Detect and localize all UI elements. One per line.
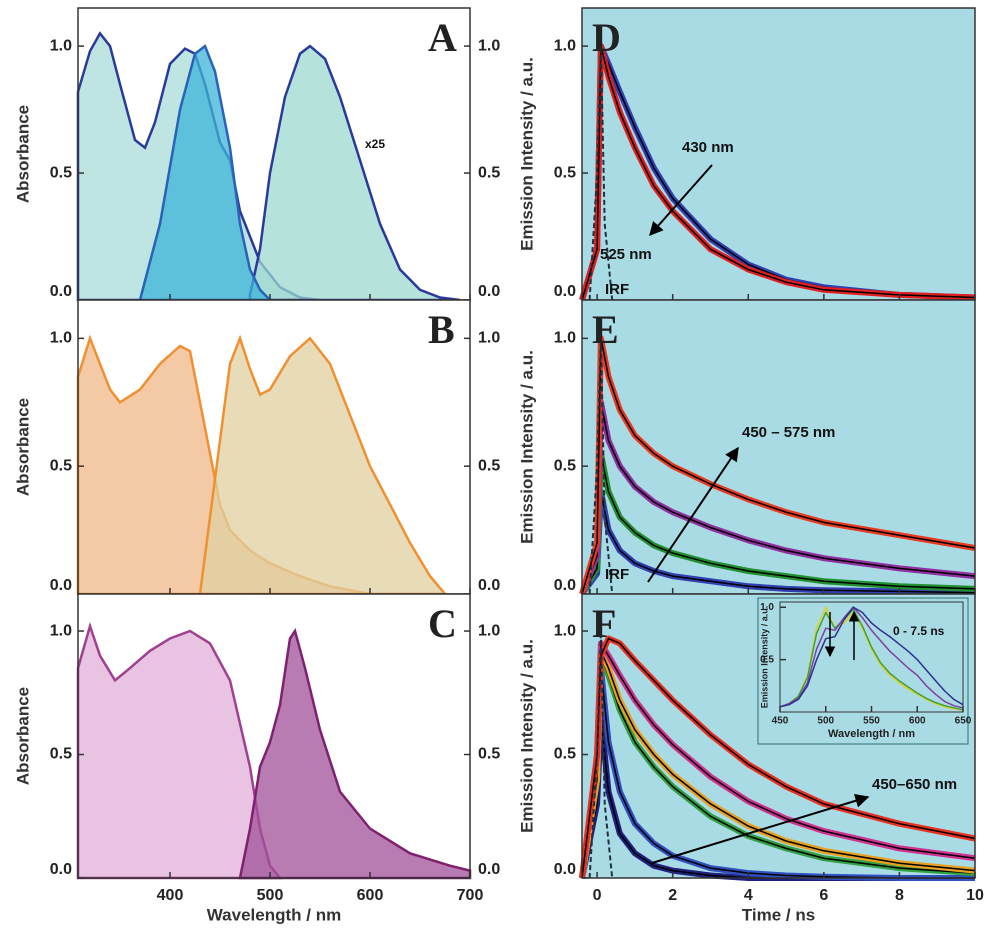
decay-line — [588, 45, 614, 301]
panel-letter: D — [592, 15, 621, 60]
y-tick-label: 1.0 — [50, 622, 72, 639]
y-tick-label: 0.5 — [760, 654, 774, 665]
x-tick-label: 500 — [257, 887, 284, 904]
x-tick-label: 500 — [817, 716, 834, 727]
annotation: x25 — [365, 137, 385, 151]
panel-letter: A — [428, 15, 457, 60]
area — [248, 44, 461, 302]
x-tick-label: 4 — [744, 887, 753, 904]
y-tick-label: 0.0 — [554, 577, 576, 594]
x-tick-label: 6 — [819, 887, 828, 904]
y2-tick-label: 0.0 — [478, 283, 500, 300]
arrow — [651, 793, 870, 864]
annotation: 450–650 nm — [872, 776, 957, 793]
annotation: 430 nm — [682, 139, 734, 156]
x-axis-label: Wavelength / nm — [828, 728, 915, 740]
annotation: IRF — [605, 281, 629, 298]
y-tick-label: 1.0 — [50, 330, 72, 347]
panel-letter: C — [428, 601, 457, 646]
panel-letter: F — [592, 601, 616, 646]
arrow — [649, 164, 713, 237]
panel: 0.0 0.5 1.0 0.0 0.5 1.0 A Absorbance x25 — [13, 7, 500, 302]
y2-tick-label: 1.0 — [478, 37, 500, 54]
x-tick-label: 600 — [357, 887, 384, 904]
y-axis-label: Emission Intensity / a.u. — [517, 57, 536, 251]
y-tick-label: 0.5 — [50, 746, 72, 763]
x-tick-label: 0 — [593, 887, 602, 904]
panel: 0.0 0.5 1.0 0.0 0.5 1.0 B Absorbance — [13, 299, 500, 596]
decay-line — [779, 606, 964, 709]
y2-tick-label: 0.5 — [478, 746, 500, 763]
x-tick-label: 8 — [895, 887, 904, 904]
x-axis-label: Time / ns — [742, 905, 815, 924]
fit-line — [581, 338, 976, 595]
x-tick-label: 600 — [909, 716, 926, 727]
fit-line — [581, 45, 976, 301]
decay-line — [588, 337, 614, 595]
plot-background — [757, 597, 969, 745]
decay-line — [779, 606, 964, 708]
panel-letter: E — [592, 307, 619, 352]
y-tick-label: 0.0 — [554, 861, 576, 878]
x-tick-label: 650 — [955, 716, 972, 727]
panel: 0.5 1.0 450 500 550 600 650 Emission Intensity … — [757, 597, 972, 745]
area — [138, 44, 273, 302]
panel: 0.0 0.5 1.0 D Emission Intensity / a.u. 430 n… — [517, 7, 976, 301]
y-tick-label: 1.0 — [760, 602, 774, 613]
x-axis-label: Wavelength / nm — [207, 905, 341, 924]
panel-letter: B — [428, 307, 455, 352]
y2-tick-label: 1.0 — [478, 622, 500, 639]
y-axis-label: Emission Intensity / a.u. — [759, 606, 769, 709]
fit-line — [581, 637, 976, 879]
y-tick-label: 1.0 — [554, 330, 576, 347]
y-tick-label: 1.0 — [554, 37, 576, 54]
y-tick-label: 0.0 — [50, 577, 72, 594]
y-tick-label: 0.5 — [554, 457, 576, 474]
annotation: 450 – 575 nm — [742, 424, 835, 441]
y-tick-label: 0.5 — [50, 457, 72, 474]
y-tick-label: 0.5 — [554, 164, 576, 181]
frame — [581, 593, 976, 879]
y2-tick-label: 0.5 — [478, 457, 500, 474]
y2-tick-label: 0.5 — [478, 164, 500, 181]
y-tick-label: 0.5 — [50, 164, 72, 181]
x-tick-label: 400 — [157, 887, 184, 904]
y-tick-label: 1.0 — [50, 37, 72, 54]
y-tick-label: 1.0 — [554, 622, 576, 639]
y2-tick-label: 1.0 — [478, 330, 500, 347]
annotation: IRF — [605, 566, 629, 583]
y-tick-label: 0.0 — [50, 283, 72, 300]
y2-tick-label: 0.0 — [478, 577, 500, 594]
x-tick-label: 450 — [772, 716, 789, 727]
y-tick-label: 0.0 — [50, 861, 72, 878]
y-axis-label: Absorbance — [13, 105, 32, 203]
y-tick-label: 0.5 — [554, 746, 576, 763]
x-tick-label: 10 — [966, 887, 984, 904]
decay-line — [588, 630, 614, 879]
area — [198, 334, 448, 596]
y-axis-label: Emission Intensity / a.u. — [517, 350, 536, 544]
annotation: 525 nm — [600, 246, 652, 263]
annotation: 0 - 7.5 ns — [893, 624, 945, 638]
area — [238, 628, 472, 880]
y-axis-label: Absorbance — [13, 398, 32, 496]
y2-tick-label: 0.0 — [478, 861, 500, 878]
frame — [77, 593, 471, 879]
x-tick-label: 700 — [457, 887, 484, 904]
y-axis-label: Emission Intensity / a.u. — [517, 639, 536, 833]
arrow — [647, 446, 739, 583]
decay-line — [779, 608, 964, 711]
y-axis-label: Absorbance — [13, 687, 32, 785]
panel: 0.0 0.5 1.0 E Emission Intensity / a.u. 450 –… — [517, 299, 976, 596]
y-tick-label: 0.0 — [554, 283, 576, 300]
panel: 0.0 0.5 1.0 0.0 0.5 1.0 400 500 600 700 C Absorbanc… — [13, 593, 500, 924]
x-tick-label: 2 — [668, 887, 677, 904]
x-tick-label: 550 — [863, 716, 880, 727]
